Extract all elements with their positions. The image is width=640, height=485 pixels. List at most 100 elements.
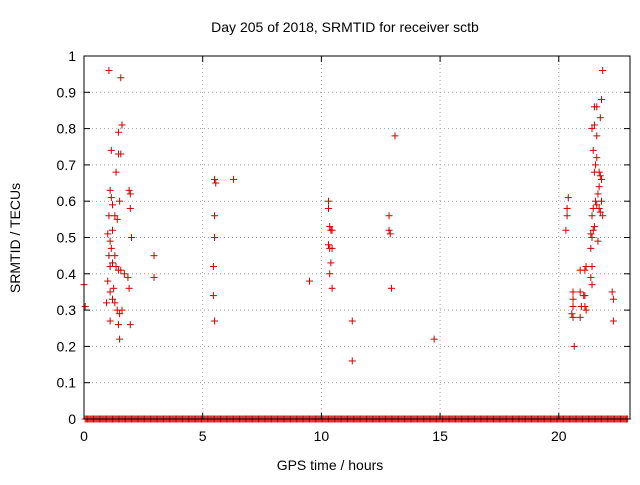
grid	[84, 56, 630, 419]
data-point	[582, 306, 590, 314]
data-point	[581, 292, 589, 300]
data-point	[587, 273, 595, 281]
data-point	[387, 284, 395, 292]
data-point	[126, 321, 134, 329]
data-point	[587, 230, 595, 238]
data-point	[113, 215, 121, 223]
data-point	[609, 295, 617, 303]
data-point	[111, 252, 119, 260]
y-tick-label: 1	[68, 48, 76, 64]
data-point	[391, 132, 399, 140]
data-point	[588, 281, 596, 289]
data-point	[118, 121, 126, 129]
data-point	[211, 175, 219, 183]
data-point	[568, 310, 576, 318]
data-point	[108, 201, 116, 209]
data-point	[589, 204, 597, 212]
data-point	[325, 197, 333, 205]
data-point	[595, 168, 603, 176]
y-tick-label: 0.1	[57, 375, 77, 391]
data-point	[105, 67, 113, 75]
data-point	[569, 313, 577, 321]
data-point	[594, 237, 602, 245]
data-point	[386, 230, 394, 238]
data-point	[127, 234, 135, 241]
data-point	[111, 299, 119, 307]
data-point	[569, 288, 577, 296]
x-tick-label: 0	[80, 428, 88, 444]
data-point	[348, 357, 356, 365]
data-point	[598, 197, 606, 205]
data-point	[111, 212, 119, 220]
y-tick-label: 0.4	[57, 266, 77, 282]
data-point	[588, 212, 596, 220]
data-points	[80, 67, 617, 365]
data-point	[103, 299, 111, 307]
data-point	[325, 204, 333, 212]
y-tick-label: 0.3	[57, 302, 77, 318]
data-point	[212, 179, 220, 187]
data-point	[325, 241, 333, 249]
data-point	[570, 342, 578, 350]
data-point	[209, 263, 217, 271]
data-point	[569, 295, 577, 303]
data-point	[589, 146, 597, 154]
data-point	[576, 288, 584, 296]
data-point	[104, 277, 112, 285]
data-point	[306, 277, 314, 285]
data-point	[599, 212, 607, 220]
data-point	[599, 67, 607, 75]
data-point	[592, 161, 600, 169]
y-tick-label: 0	[68, 411, 76, 427]
data-point	[430, 335, 438, 343]
data-point	[114, 321, 122, 329]
data-point	[569, 302, 577, 310]
data-point	[385, 226, 393, 234]
data-point	[107, 194, 115, 202]
x-tick-label: 5	[199, 428, 207, 444]
x-tick-label: 15	[432, 428, 448, 444]
data-point	[596, 208, 604, 216]
data-point	[150, 273, 158, 281]
data-point	[106, 237, 114, 245]
data-point	[126, 204, 134, 212]
data-point	[117, 74, 125, 82]
data-point	[582, 263, 590, 271]
data-point	[593, 103, 601, 111]
data-point	[104, 230, 112, 238]
data-point	[116, 197, 124, 205]
data-point	[576, 313, 584, 321]
y-tick-label: 0.5	[57, 230, 77, 246]
data-point	[106, 288, 114, 296]
data-point	[112, 168, 120, 176]
data-point	[327, 259, 335, 267]
data-point	[106, 186, 114, 194]
data-point	[608, 288, 616, 296]
data-point	[348, 317, 356, 325]
y-tick-label: 0.2	[57, 338, 77, 354]
data-point	[81, 302, 89, 310]
data-point	[590, 223, 598, 231]
data-point	[593, 201, 601, 209]
data-point	[590, 121, 598, 129]
data-point	[117, 266, 125, 274]
data-point	[562, 226, 570, 234]
y-tick-label: 0.9	[57, 84, 77, 100]
data-point	[125, 186, 133, 194]
data-point	[118, 306, 126, 314]
data-point	[328, 226, 336, 234]
data-point	[598, 175, 606, 183]
y-tick-label: 0.6	[57, 193, 77, 209]
data-point	[114, 128, 122, 136]
data-point	[581, 266, 589, 274]
x-axis-label: GPS time / hours	[277, 457, 384, 473]
data-point	[589, 226, 597, 234]
data-point	[596, 172, 604, 180]
data-point	[211, 212, 219, 220]
data-point	[230, 175, 238, 183]
data-point	[385, 212, 393, 220]
data-point	[594, 190, 602, 198]
